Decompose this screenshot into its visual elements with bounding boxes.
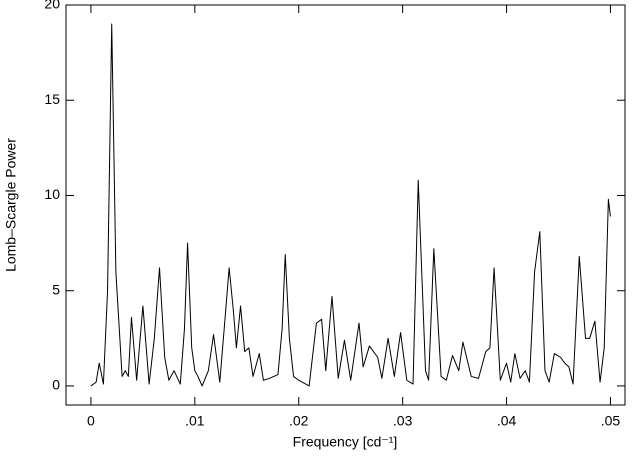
x-tick-label: .04 bbox=[497, 413, 517, 429]
y-tick-label: 10 bbox=[44, 186, 60, 202]
y-tick-label: 15 bbox=[44, 91, 60, 107]
x-axis-label: Frequency [cd⁻¹] bbox=[293, 434, 398, 450]
x-tick-label: 0 bbox=[87, 413, 95, 429]
y-tick-label: 5 bbox=[52, 281, 60, 297]
y-tick-label: 20 bbox=[44, 0, 60, 12]
y-tick-label: 0 bbox=[52, 377, 60, 393]
x-tick-label: .03 bbox=[393, 413, 413, 429]
series-line bbox=[90, 23, 611, 387]
plot-frame bbox=[65, 4, 626, 406]
x-tick-label: .01 bbox=[185, 413, 205, 429]
y-axis-label: Lomb–Scargle Power bbox=[3, 138, 19, 272]
x-tick-label: .02 bbox=[289, 413, 309, 429]
x-tick-label: .05 bbox=[601, 413, 621, 429]
